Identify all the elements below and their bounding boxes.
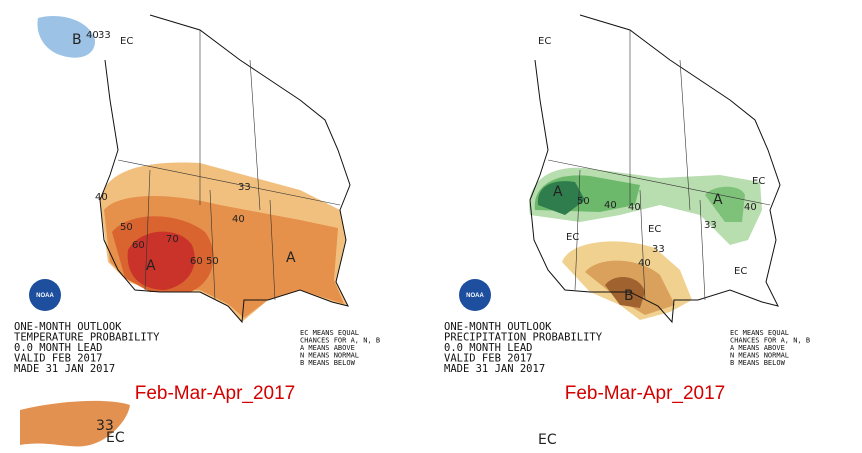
above-area-70 bbox=[127, 231, 195, 290]
legend-line: B MEANS BELOW bbox=[730, 359, 786, 367]
map-label: 33 bbox=[652, 244, 665, 255]
outlook-header: VALID FEB 2017 bbox=[14, 353, 103, 365]
map-label: 70 bbox=[166, 234, 179, 245]
legend-line: CHANCES FOR A, N, B bbox=[300, 337, 380, 345]
map-label: 40 bbox=[95, 192, 108, 203]
outlook-header: TEMPERATURE PROBABILITY bbox=[14, 332, 160, 344]
borders bbox=[547, 30, 771, 301]
outlook-header: MADE 31 JAN 2017 bbox=[444, 363, 545, 375]
map-label: 40 bbox=[604, 200, 617, 211]
logo-text: NOAA bbox=[466, 293, 484, 299]
legend-line: EC MEANS EQUAL bbox=[730, 329, 789, 337]
temperature-map bbox=[20, 14, 351, 447]
borders bbox=[117, 30, 341, 301]
map-label: B bbox=[624, 288, 634, 304]
legend-line: A MEANS ABOVE bbox=[300, 344, 355, 352]
coastline bbox=[529, 14, 781, 324]
outlook-header: ONE-MONTH OUTLOOK bbox=[14, 321, 122, 333]
coastline bbox=[99, 14, 351, 324]
map-label: 50 bbox=[120, 222, 133, 233]
map-label: EC bbox=[538, 36, 551, 47]
map-label: 60 bbox=[190, 256, 203, 267]
map-label: A bbox=[553, 184, 563, 200]
map-label: 33 bbox=[98, 30, 111, 41]
map-label: EC bbox=[120, 36, 133, 47]
map-label: 50 bbox=[206, 256, 219, 267]
precipitation-map bbox=[459, 14, 781, 324]
map-label: EC bbox=[566, 232, 579, 243]
outlook-header: VALID FEB 2017 bbox=[444, 353, 533, 365]
legend-line: N MEANS NORMAL bbox=[300, 352, 359, 360]
map-label: 33 bbox=[704, 220, 717, 231]
legend-line: B MEANS BELOW bbox=[300, 359, 356, 367]
below-area bbox=[37, 16, 96, 58]
map-label: EC bbox=[648, 224, 661, 235]
above-area-40-east bbox=[705, 186, 745, 222]
legend-line: A MEANS ABOVE bbox=[730, 344, 785, 352]
legend-line: EC MEANS EQUAL bbox=[300, 329, 359, 337]
map-label: 60 bbox=[132, 240, 145, 251]
map-label: A bbox=[713, 192, 723, 208]
map-label: A bbox=[146, 258, 156, 274]
map-label: 33 bbox=[96, 418, 114, 434]
outlook-header: 0.0 MONTH LEAD bbox=[444, 342, 533, 354]
above-area-50 bbox=[537, 181, 585, 215]
noaa-logo bbox=[459, 279, 491, 311]
map-label: A bbox=[286, 250, 296, 266]
map-label: 40 bbox=[744, 202, 757, 213]
legend-line: N MEANS NORMAL bbox=[730, 352, 789, 360]
map-label: 40 bbox=[86, 30, 99, 41]
map-label: EC bbox=[734, 266, 747, 277]
outlook-header: ONE-MONTH OUTLOOK bbox=[444, 321, 552, 333]
map-label: B bbox=[72, 32, 82, 48]
map-label: EC bbox=[752, 176, 765, 187]
legend-line: CHANCES FOR A, N, B bbox=[730, 337, 810, 345]
map-label: 50 bbox=[577, 196, 590, 207]
outlook-header: PRECIPITATION PROBABILITY bbox=[444, 332, 603, 344]
map-label: EC bbox=[538, 432, 557, 448]
caption: Feb-Mar-Apr_2017 bbox=[135, 383, 296, 404]
outlook-header: MADE 31 JAN 2017 bbox=[14, 363, 115, 375]
above-area-alaska bbox=[20, 400, 130, 447]
map-label: 40 bbox=[232, 214, 245, 225]
noaa-logo bbox=[29, 279, 61, 311]
map-label: 33 bbox=[238, 182, 251, 193]
map-label: 40 bbox=[638, 258, 651, 269]
map-label: EC bbox=[106, 430, 125, 446]
map-label: 40 bbox=[628, 202, 641, 213]
logo-text: NOAA bbox=[36, 293, 54, 299]
outlook-header: 0.0 MONTH LEAD bbox=[14, 342, 103, 354]
caption: Feb-Mar-Apr_2017 bbox=[565, 383, 726, 404]
